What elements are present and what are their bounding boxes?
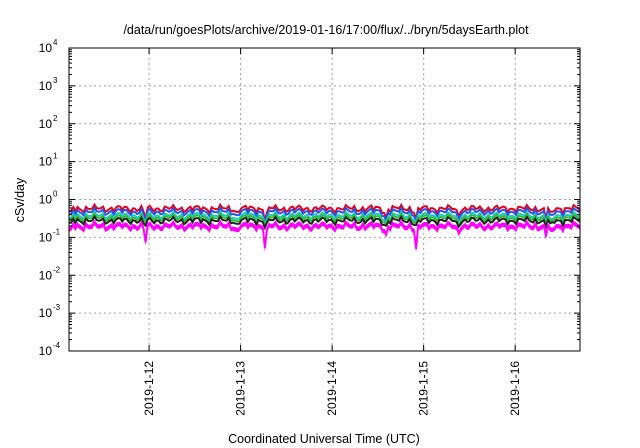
series-line — [68, 219, 581, 250]
x-axis-ticks: 2019-1-12 2019-1-13 2019-1-14 2019-1-15 2019… — [142, 48, 522, 416]
x-tick-label: 2019-1-15 — [417, 361, 431, 416]
y-tick-label: 10 — [39, 268, 53, 282]
series-line — [68, 205, 581, 227]
y-tick-label: 10 — [39, 155, 53, 169]
y-tick-label: 10 — [39, 79, 53, 93]
y-tick-label: 10 — [39, 41, 53, 55]
y-tick-label: 10 — [39, 306, 53, 320]
x-axis-label: Coordinated Universal Time (UTC) — [228, 432, 420, 446]
y-tick-exponent: 1 — [53, 152, 58, 161]
y-tick-label: 10 — [39, 117, 53, 131]
y-tick-exponent: 2 — [53, 114, 58, 123]
y-tick-label: 10 — [39, 344, 53, 358]
series-line — [68, 209, 581, 229]
y-tick-label: 10 — [39, 193, 53, 207]
y-tick-exponent: 3 — [53, 76, 58, 85]
chart-title: /data/run/goesPlots/archive/2019-01-16/1… — [123, 23, 529, 37]
series-line — [68, 202, 581, 222]
y-tick-exponent: -1 — [53, 227, 61, 236]
y-tick-exponent: 0 — [53, 190, 58, 199]
x-tick-label: 2019-1-12 — [142, 361, 156, 416]
y-tick-exponent: -2 — [53, 265, 61, 274]
x-tick-label: 2019-1-13 — [234, 361, 248, 416]
y-tick-exponent: -3 — [53, 303, 61, 312]
series-line — [68, 211, 581, 230]
series-line — [68, 214, 581, 231]
x-tick-label: 2019-1-16 — [508, 361, 522, 416]
y-axis-label: cSv/day — [13, 177, 27, 222]
y-tick-exponent: -4 — [53, 341, 61, 350]
y-tick-label: 10 — [39, 230, 53, 244]
y-tick-exponent: 4 — [53, 38, 58, 47]
grid-lines — [69, 48, 580, 351]
series-lines — [68, 202, 581, 250]
x-tick-label: 2019-1-14 — [325, 361, 339, 416]
